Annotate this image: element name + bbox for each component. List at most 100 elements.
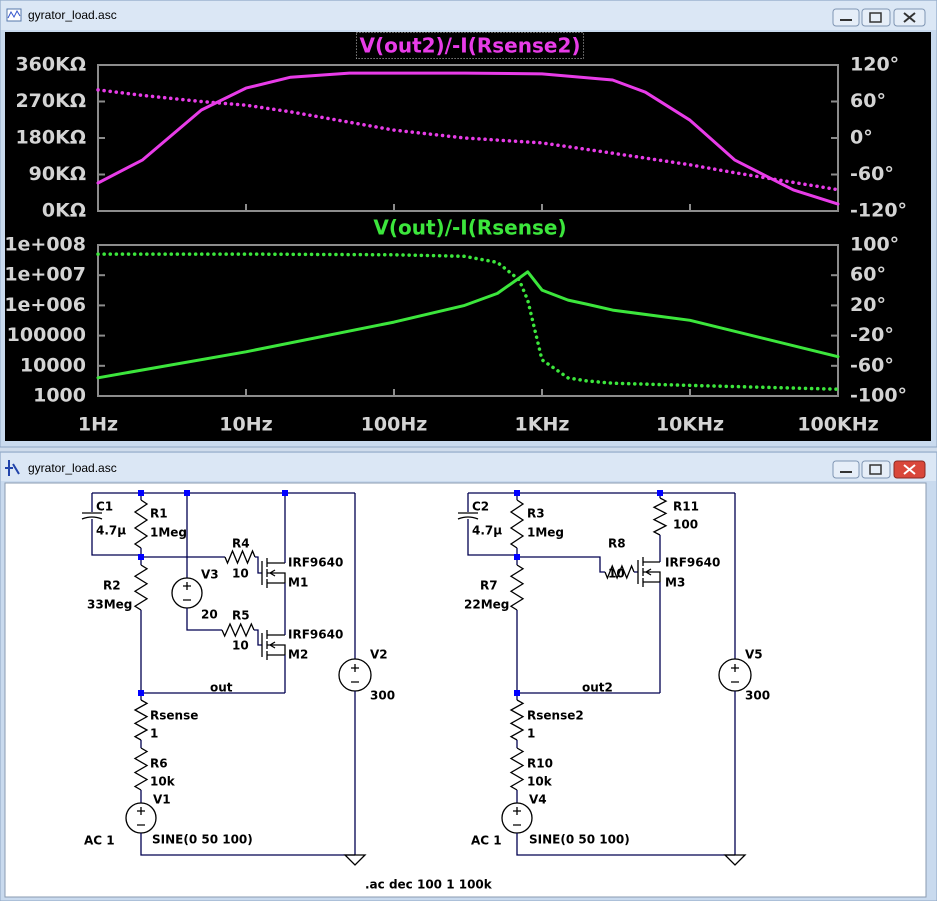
minimize-button[interactable] bbox=[832, 460, 860, 479]
restore-glyph bbox=[869, 464, 882, 475]
net-label: out bbox=[210, 681, 233, 695]
trace-title-box bbox=[355, 32, 585, 59]
wire bbox=[516, 833, 735, 856]
component-label: M3 bbox=[665, 576, 685, 590]
junction bbox=[514, 690, 520, 696]
window-icon-wave bbox=[7, 9, 21, 19]
component-label: R2 bbox=[103, 579, 121, 593]
y-tick-label: 10000 bbox=[20, 354, 86, 376]
resistor bbox=[509, 564, 525, 611]
component-label: 4.7µ bbox=[472, 524, 502, 538]
resistor bbox=[604, 564, 635, 580]
x-tick-label: 10Hz bbox=[219, 414, 272, 436]
component-label: 20 bbox=[201, 608, 218, 622]
resistor bbox=[509, 747, 525, 791]
component-label: 1 bbox=[150, 727, 158, 741]
wire bbox=[517, 556, 605, 573]
component-label: AC 1 bbox=[471, 834, 502, 848]
wire bbox=[467, 519, 517, 556]
component-label: 1Meg bbox=[527, 526, 564, 540]
junction bbox=[138, 490, 144, 496]
resistor bbox=[133, 747, 149, 791]
component-label: IRF9640 bbox=[288, 556, 343, 570]
component-label: C1 bbox=[96, 500, 113, 514]
y2-tick-label: -60° bbox=[850, 354, 894, 376]
x-tick-label: 1KHz bbox=[515, 414, 570, 436]
component-label: 300 bbox=[745, 689, 770, 703]
component-label: C2 bbox=[472, 500, 489, 514]
component-label: IRF9640 bbox=[288, 628, 343, 642]
minimize-button[interactable] bbox=[832, 8, 860, 27]
source-polarity bbox=[731, 664, 739, 683]
component-label: R3 bbox=[527, 507, 545, 521]
restore-button[interactable] bbox=[861, 8, 891, 27]
component-label: R6 bbox=[150, 757, 168, 771]
component-label: R5 bbox=[232, 609, 250, 623]
y2-tick-label: -60° bbox=[850, 163, 894, 185]
component-label: 100 bbox=[673, 518, 698, 532]
y2-tick-label: -20° bbox=[850, 324, 894, 346]
phase-trace bbox=[96, 252, 840, 391]
y-tick-label: 1e+006 bbox=[4, 294, 86, 316]
y-tick-label: 90KΩ bbox=[29, 163, 86, 185]
component-label: Rsense2 bbox=[527, 709, 584, 723]
y-tick-label: 270KΩ bbox=[15, 90, 86, 112]
y-tick-label: 100000 bbox=[7, 324, 86, 346]
component-label: V4 bbox=[529, 793, 547, 807]
ground bbox=[723, 854, 747, 866]
junction bbox=[514, 490, 520, 496]
schematic: C1 4.7µ R1 1Meg R4 10 IRF9640 M1 V3 20 R5 10 IRF9640… bbox=[81, 490, 770, 892]
wire bbox=[255, 556, 262, 574]
component-label: 1 bbox=[527, 727, 535, 741]
source-polarity bbox=[513, 807, 521, 826]
component-label: 1Meg bbox=[150, 526, 187, 540]
window-title: gyrator_load.asc bbox=[28, 8, 117, 22]
junction bbox=[138, 554, 144, 560]
close-glyph bbox=[903, 464, 916, 475]
restore-button[interactable] bbox=[861, 460, 891, 479]
y2-tick-label: 60° bbox=[850, 90, 886, 112]
junction bbox=[138, 690, 144, 696]
spice-directive: .ac dec 100 1 100k bbox=[365, 878, 493, 892]
title-bar bbox=[1, 453, 936, 481]
component-label: SINE(0 50 100) bbox=[529, 833, 630, 847]
y2-tick-label: 60° bbox=[850, 264, 886, 286]
component-label: R7 bbox=[480, 579, 498, 593]
mosfet bbox=[637, 557, 661, 587]
x-tick-label: 10KHz bbox=[656, 414, 724, 436]
component-label: M1 bbox=[288, 576, 308, 590]
close-glyph bbox=[903, 12, 916, 23]
component-label: 10k bbox=[150, 775, 176, 789]
component-label: R11 bbox=[673, 500, 699, 514]
ground bbox=[343, 854, 367, 866]
component-label: V5 bbox=[745, 648, 763, 662]
source-polarity bbox=[137, 807, 145, 826]
component-label: R1 bbox=[150, 507, 168, 521]
wire bbox=[254, 629, 262, 646]
component-label: R4 bbox=[232, 537, 250, 551]
plot-pane bbox=[5, 32, 931, 441]
component-label: Rsense bbox=[150, 709, 198, 723]
y2-tick-label: -100° bbox=[850, 385, 907, 407]
y-tick-label: 1e+007 bbox=[4, 264, 86, 286]
component-label: IRF9640 bbox=[665, 556, 720, 570]
resistor bbox=[133, 499, 149, 549]
component-label: 10 bbox=[232, 639, 249, 653]
resistor bbox=[224, 549, 256, 565]
wire bbox=[186, 608, 222, 631]
x-tick-label: 100KHz bbox=[797, 414, 878, 436]
resistor bbox=[221, 622, 255, 638]
magnitude-trace bbox=[96, 270, 840, 380]
component-label: 10 bbox=[608, 567, 625, 581]
y-tick-label: 1e+008 bbox=[4, 234, 86, 256]
plots: V(out2)/-I(Rsense2) 0KΩ 90KΩ 180KΩ 270KΩ 360K… bbox=[4, 32, 907, 436]
junction bbox=[514, 554, 520, 560]
y-tick-label: 0KΩ bbox=[42, 200, 86, 222]
trace-title: V(out2)/-I(Rsense2) bbox=[359, 34, 580, 58]
component-label: 10k bbox=[527, 775, 553, 789]
x-tick-label: 100Hz bbox=[361, 414, 428, 436]
resistor bbox=[133, 699, 149, 741]
component-label: 22Meg bbox=[464, 598, 509, 612]
component-label: R8 bbox=[608, 537, 626, 551]
